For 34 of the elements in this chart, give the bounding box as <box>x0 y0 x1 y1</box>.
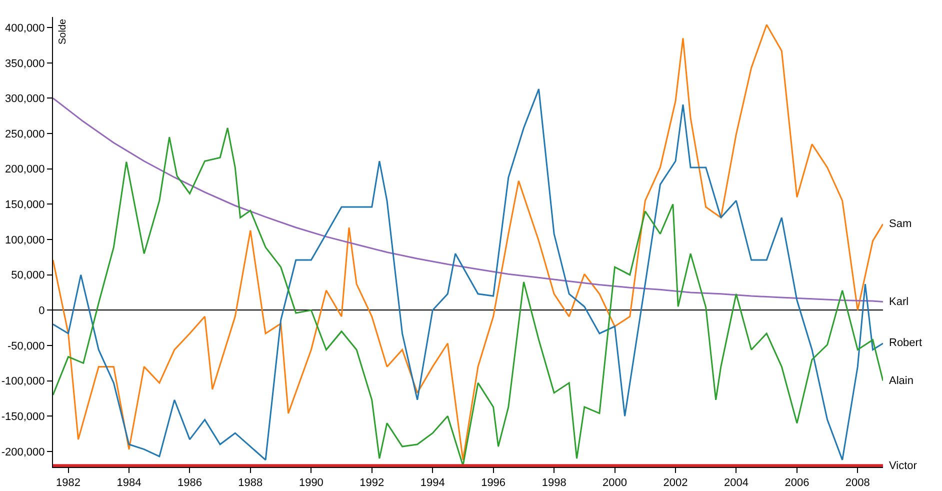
x-tick-label: 1984 <box>116 477 142 490</box>
x-tick-label: 2000 <box>602 477 627 490</box>
series-label: Alain <box>889 375 914 387</box>
y-tick-label: 0 <box>38 305 45 318</box>
y-tick-label: 300,000 <box>5 93 45 106</box>
y-tick-label: 350,000 <box>5 58 45 70</box>
x-tick-label: 1986 <box>178 477 202 490</box>
x-tick-label: 1996 <box>481 477 506 490</box>
x-tick-label: 1992 <box>360 477 384 490</box>
x-tick-label: 2002 <box>663 477 688 490</box>
y-tick-label: 200,000 <box>5 164 45 176</box>
y-tick-label: 100,000 <box>5 234 45 246</box>
y-tick-label: -200,000 <box>1 446 45 458</box>
y-tick-label: 50,000 <box>11 270 45 282</box>
x-tick-label: 2006 <box>784 477 810 490</box>
x-tick-label: 1982 <box>56 477 81 490</box>
y-tick-label: -150,000 <box>1 410 45 423</box>
series-label: Karl <box>889 296 909 308</box>
y-axis-title: Solde <box>58 18 68 44</box>
line-series <box>53 97 883 302</box>
x-tick-label: 1990 <box>298 477 324 490</box>
y-tick-label: 400,000 <box>5 22 45 34</box>
series-label: Sam <box>889 218 912 230</box>
series-label: Victor <box>889 460 918 472</box>
y-tick-label: 150,000 <box>5 199 45 212</box>
x-tick-label: 2008 <box>845 477 870 490</box>
x-tick-label: 1988 <box>238 477 263 490</box>
series-label: Robert <box>889 337 922 349</box>
x-tick-label: 1994 <box>420 477 445 490</box>
y-tick-label: -50,000 <box>7 340 45 352</box>
y-tick-label: 250,000 <box>5 128 45 140</box>
x-tick-label: 1998 <box>542 477 566 490</box>
y-tick-label: -100,000 <box>1 376 45 388</box>
x-tick-label: 2004 <box>724 477 748 490</box>
